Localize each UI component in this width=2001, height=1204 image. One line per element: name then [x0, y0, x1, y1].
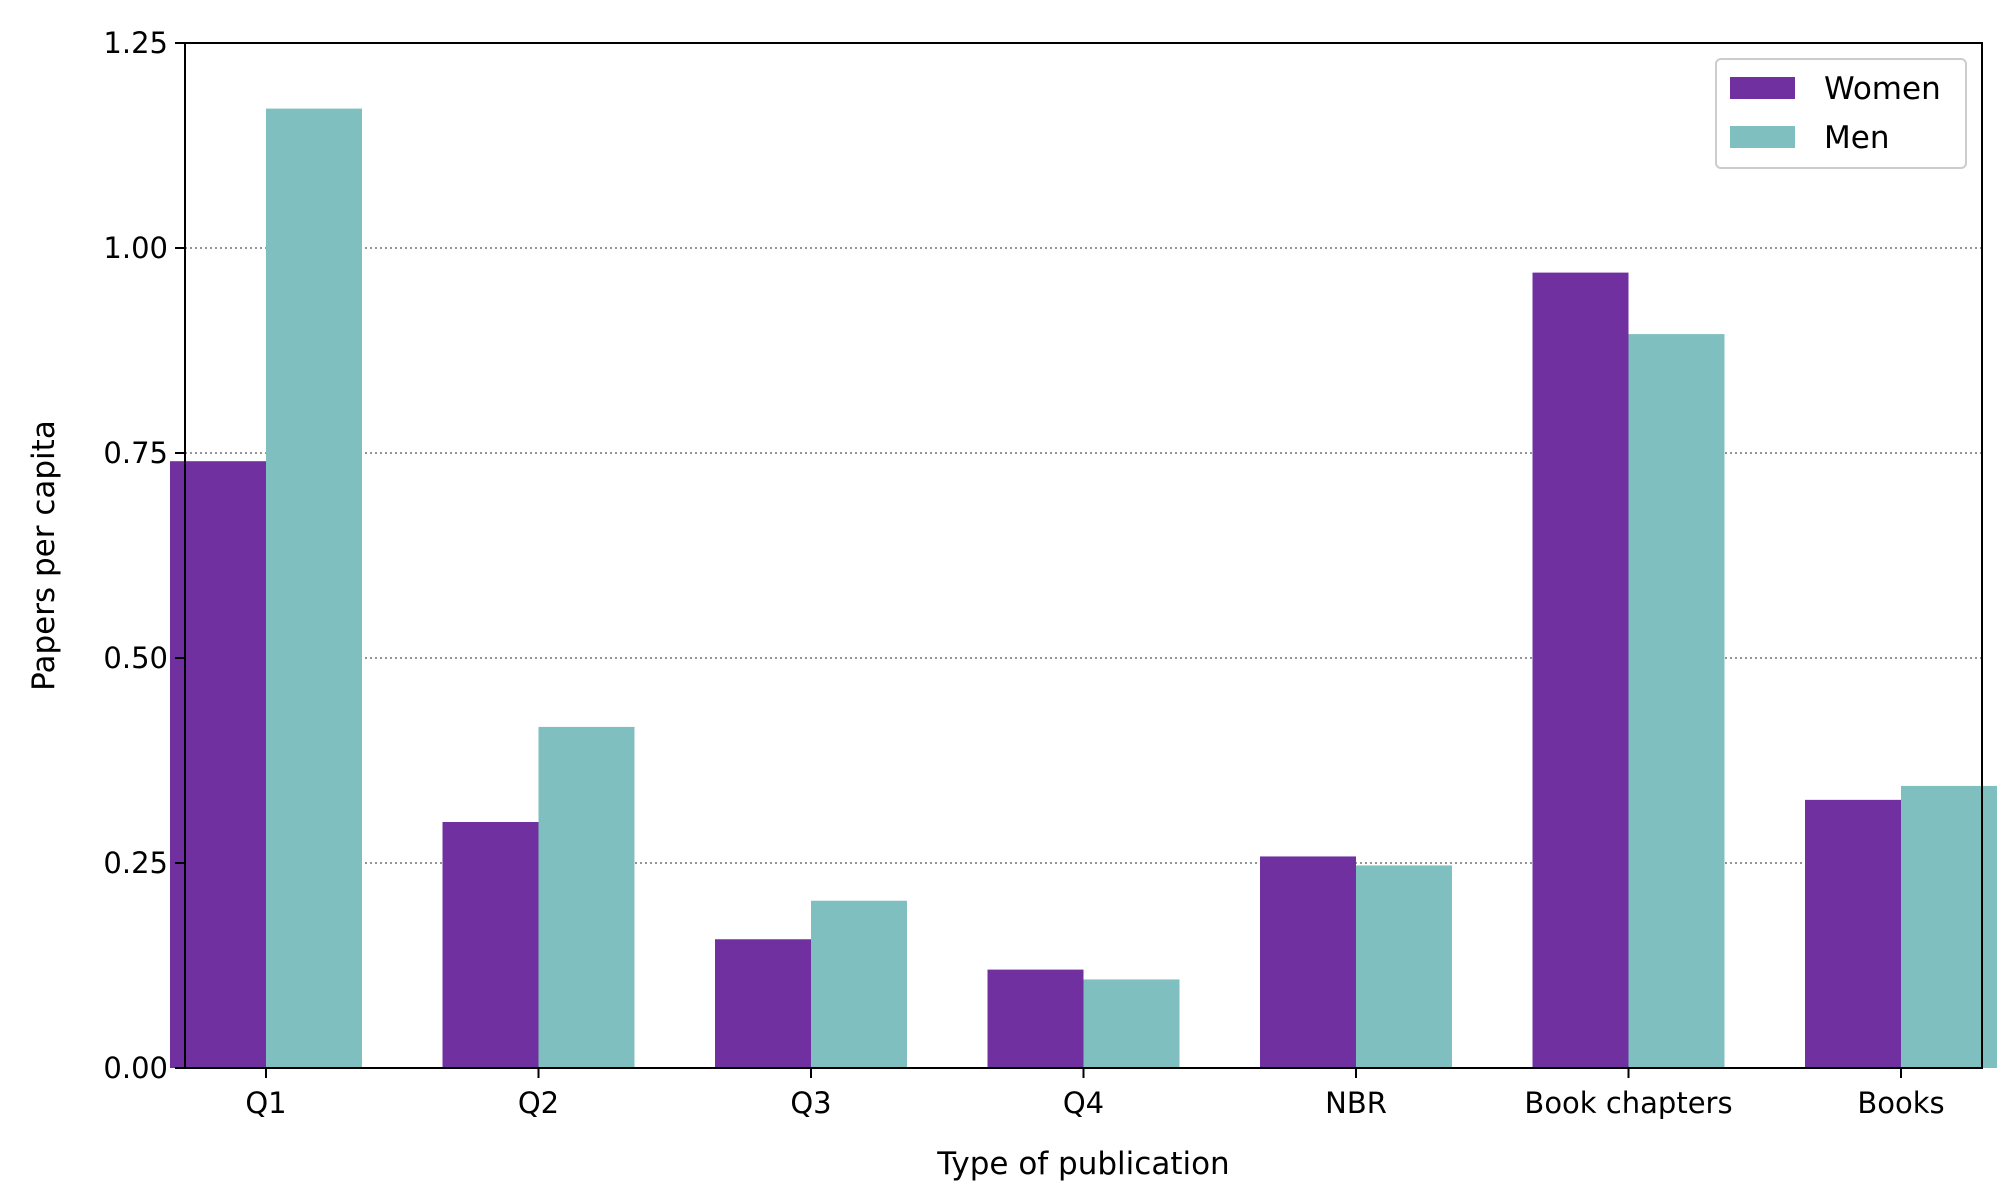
- x-tick-label: Q3: [790, 1086, 831, 1120]
- bars: [170, 108, 1997, 1069]
- legend-label-men: Men: [1824, 120, 1889, 156]
- legend-label-women: Women: [1824, 71, 1941, 107]
- x-tick-label: NBR: [1325, 1086, 1387, 1120]
- bar-men-book-chapters: [1628, 334, 1725, 1069]
- bar-women-book-chapters: [1532, 272, 1629, 1069]
- y-tick-label: 0.75: [103, 436, 168, 470]
- x-tick-label: Book chapters: [1524, 1086, 1732, 1120]
- ticks: 0.00 0.25 0.50 0.75 1.00 1.25 Q1 Q2 Q3 Q4 NBR Book …: [103, 26, 1944, 1120]
- legend-swatch-men: [1730, 126, 1795, 148]
- x-axis-label: Type of publication: [936, 1146, 1229, 1182]
- y-tick-label: 0.00: [103, 1051, 168, 1085]
- bar-men-nbr: [1356, 865, 1452, 1068]
- y-tick-label: 0.50: [103, 641, 168, 675]
- x-tick-label: Q1: [245, 1086, 286, 1120]
- y-tick-label: 1.25: [103, 26, 168, 60]
- bar-men-q2: [538, 726, 635, 1068]
- bar-men-q3: [811, 900, 907, 1068]
- bar-women-nbr: [1260, 856, 1356, 1068]
- legend: Women Men: [1715, 58, 1967, 169]
- y-axis-label: Papers per capita: [26, 420, 62, 691]
- x-tick-label: Books: [1857, 1086, 1944, 1120]
- y-tick-label: 1.00: [103, 231, 168, 265]
- x-tick-label: Q2: [518, 1086, 559, 1120]
- bar-women-books: [1805, 799, 1901, 1068]
- bar-men-q4: [1083, 979, 1180, 1068]
- x-tick-label: Q4: [1063, 1086, 1104, 1120]
- bar-women-q3: [715, 939, 811, 1068]
- bar-women-q4: [987, 969, 1084, 1068]
- bar-men-q1: [266, 108, 362, 1069]
- bar-women-q2: [442, 822, 539, 1068]
- y-tick-label: 0.25: [103, 846, 168, 880]
- legend-swatch-women: [1730, 77, 1795, 99]
